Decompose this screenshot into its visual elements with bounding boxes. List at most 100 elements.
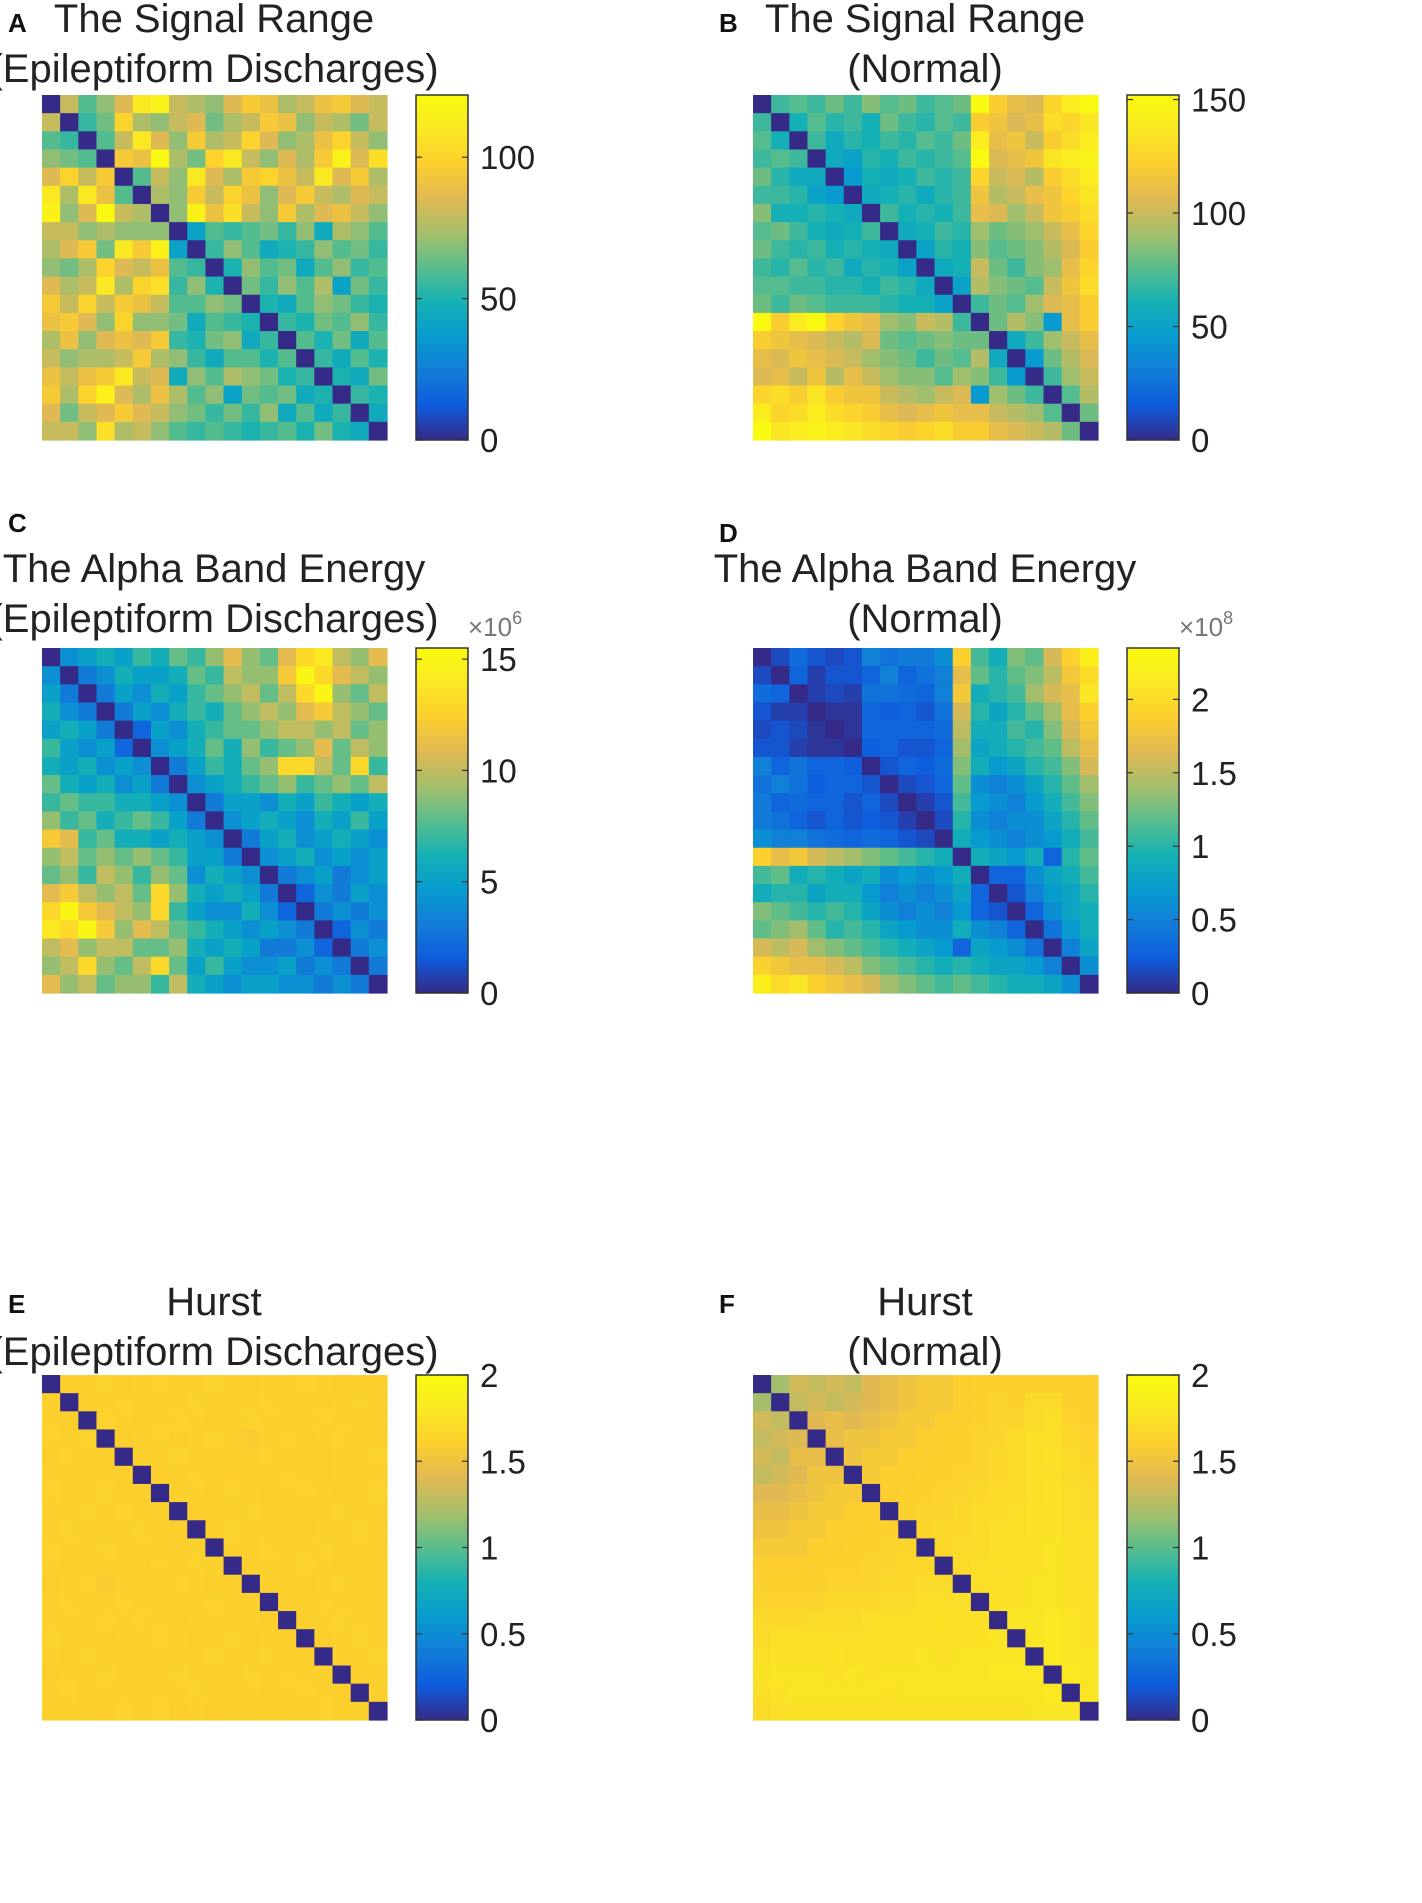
heatmap-cell [807,167,827,187]
heatmap-cell [259,1683,279,1703]
heatmap-cell [278,865,297,885]
colorbar-tick-label: 50 [480,281,517,318]
heatmap-cell [78,1683,98,1703]
heatmap-cell [1079,222,1099,241]
heatmap-cell [114,702,134,722]
heatmap-cell [132,113,152,132]
heatmap-cell [114,1502,134,1521]
heatmap-cell [150,95,170,114]
heatmap-cells [42,1375,388,1721]
heatmap-cell [970,167,990,187]
heatmap-cell [278,203,297,223]
heatmap-cell [259,1447,279,1467]
heatmap-cell [880,738,899,758]
heatmap-cell [807,702,827,722]
heatmap-cell [169,793,188,813]
heatmap-cell [934,938,954,958]
heatmap-cell [898,385,918,405]
heatmap-cell [880,1447,899,1467]
heatmap-cell [807,738,827,758]
heatmap-cell [970,1574,990,1594]
heatmap-cell [350,1502,370,1521]
heatmap-cell [825,385,845,405]
heatmap-cell [60,666,79,685]
heatmap-cell [771,167,790,187]
heatmap-cell [78,1701,98,1721]
heatmap-cell [1025,1611,1045,1630]
heatmap-cell [1061,1393,1081,1412]
heatmap-cell [42,775,61,794]
heatmap-cell [132,203,152,223]
heatmap-cell [368,1701,388,1721]
heatmap-cell [332,276,352,296]
heatmap-cell [934,1465,954,1485]
heatmap-cell [1007,276,1026,296]
colorbar-tick-label: 5 [480,864,498,901]
heatmap-cell [989,847,1008,867]
heatmap-cell [880,167,899,187]
heatmap-cell [843,312,863,332]
heatmap-cell [916,865,936,885]
heatmap-cell [771,865,790,885]
heatmap-cell [989,1483,1008,1503]
heatmap-cell [771,1502,790,1521]
heatmap-cell [861,1629,881,1648]
heatmap-cell [78,331,98,350]
heatmap-cell [880,1520,899,1540]
heatmap-cell [278,702,297,722]
heatmap-cell [259,1429,279,1449]
heatmap-cell [368,185,388,205]
heatmap-cell [843,421,863,441]
heatmap-cell [916,1611,936,1630]
heatmap-cell [332,756,352,776]
heatmap-cell [807,884,827,903]
heatmap-cell [368,1683,388,1703]
heatmap-cell [169,1647,188,1667]
heatmap-cell [970,258,990,278]
heatmap-cell [368,974,388,994]
heatmap-cell [150,385,170,405]
heatmap-cell [843,974,863,994]
heatmap-cell [825,865,845,885]
heatmap-cell [169,974,188,994]
heatmap-cell [771,349,790,368]
heatmap-cell [807,775,827,794]
heatmap-cell [114,1629,134,1648]
heatmap-cell [807,1411,827,1431]
heatmap-cell [114,185,134,205]
heatmap-cell [825,421,845,441]
heatmap-cell [1061,203,1081,223]
heatmap-cell [42,203,61,223]
heatmap-cell [916,385,936,405]
heatmap-cell [78,203,98,223]
heatmap-cell [952,1375,972,1394]
heatmap-cell [880,974,899,994]
heatmap-cell [1079,349,1099,368]
heatmap-cell [205,811,225,831]
heatmap-cell [259,1411,279,1431]
heatmap-cell [259,258,279,278]
heatmap-cell [898,149,918,169]
heatmap-cell [789,349,809,368]
heatmap-cell [42,884,61,903]
heatmap-cell [1007,793,1026,813]
heatmap-cell [1025,240,1045,260]
heatmap-cell [825,331,845,350]
heatmap-cell [296,203,315,223]
heatmap-cell [278,222,297,241]
heatmap-cell [332,1701,352,1721]
heatmap-cell [843,349,863,368]
heatmap-cell [771,1520,790,1540]
heatmap-cell [60,240,79,260]
heatmap-cell [825,1556,845,1576]
heatmap-cell [205,222,225,241]
heatmap-cell [970,865,990,885]
heatmap-cell [843,1665,863,1685]
heatmap-cell [187,1465,207,1485]
heatmap-cell [368,367,388,387]
heatmap-cell [843,956,863,976]
heatmap-cell [350,1520,370,1540]
heatmap-cell [241,1393,261,1412]
heatmap-cell [952,1701,972,1721]
heatmap-cell [332,793,352,813]
